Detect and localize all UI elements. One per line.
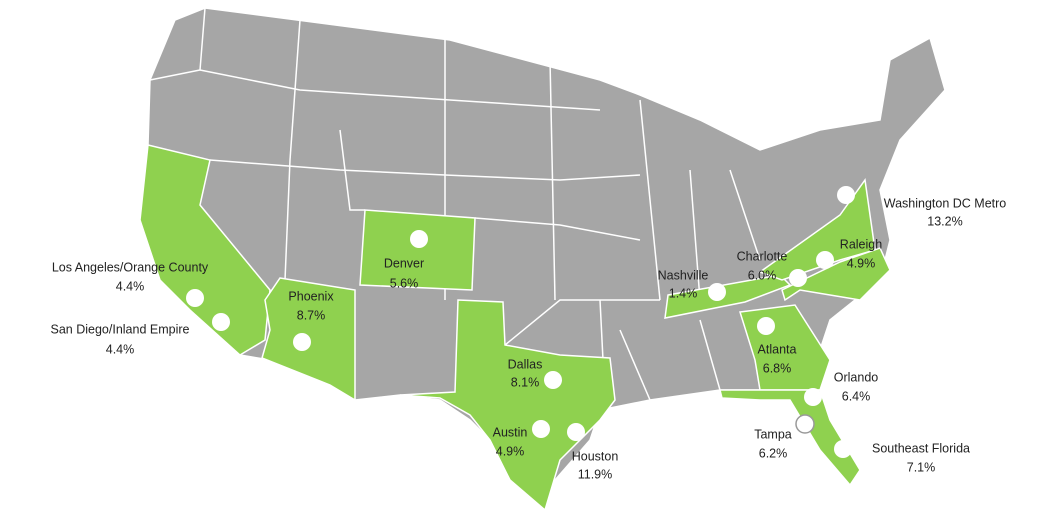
city-dot (544, 371, 562, 389)
city-dot (804, 388, 822, 406)
city-name: Atlanta (758, 342, 797, 356)
city-name: Denver (384, 256, 424, 270)
city-dot (757, 317, 775, 335)
city-name: Charlotte (737, 249, 788, 263)
city-name: Tampa (754, 427, 792, 441)
city-name: Houston (572, 449, 619, 463)
city-value: 1.4% (669, 286, 698, 300)
city-labels: Washington DC Metro 13.2% Los Angeles/Ora… (51, 196, 1007, 481)
city-name: Phoenix (288, 289, 334, 303)
colorado (359, 209, 476, 291)
city-value: 6.2% (759, 446, 788, 460)
city-name: Raleigh (840, 237, 882, 251)
city-name: Washington DC Metro (884, 196, 1007, 210)
city-dot (816, 251, 834, 269)
city-value: 4.9% (496, 444, 525, 458)
city-value: 8.1% (511, 375, 540, 389)
city-value: 11.9% (578, 467, 613, 481)
city-value: 4.9% (847, 256, 876, 270)
city-value: 13.2% (927, 214, 962, 228)
texas (399, 299, 616, 512)
city-name: Dallas (508, 357, 543, 371)
florida (719, 389, 861, 487)
california (139, 144, 271, 356)
city-value: 6.8% (763, 361, 792, 375)
city-dot (532, 420, 550, 438)
city-value: 6.4% (842, 389, 871, 403)
city-name: San Diego/Inland Empire (51, 322, 190, 336)
city-dot (789, 269, 807, 287)
city-dot (567, 423, 585, 441)
city-dot (410, 230, 428, 248)
city-dot (795, 414, 815, 434)
city-value: 8.7% (297, 308, 326, 322)
city-name: Orlando (834, 370, 879, 384)
city-dot (212, 313, 230, 331)
city-value: 6.0% (748, 268, 777, 282)
city-dot (708, 283, 726, 301)
city-value: 7.1% (907, 460, 936, 474)
city-name: Los Angeles/Orange County (52, 260, 209, 274)
city-dot (837, 186, 855, 204)
city-name: Nashville (658, 268, 709, 282)
city-name: Austin (493, 425, 528, 439)
city-name: Southeast Florida (872, 441, 970, 455)
city-dot (834, 440, 852, 458)
city-dot (293, 333, 311, 351)
city-dots (186, 186, 855, 458)
north-carolina (781, 247, 891, 302)
city-value: 4.4% (106, 342, 135, 356)
state-borders (149, 7, 761, 401)
city-value: 5.6% (390, 276, 419, 290)
tennessee (664, 274, 792, 319)
city-dot (186, 289, 204, 307)
city-value: 4.4% (116, 279, 145, 293)
